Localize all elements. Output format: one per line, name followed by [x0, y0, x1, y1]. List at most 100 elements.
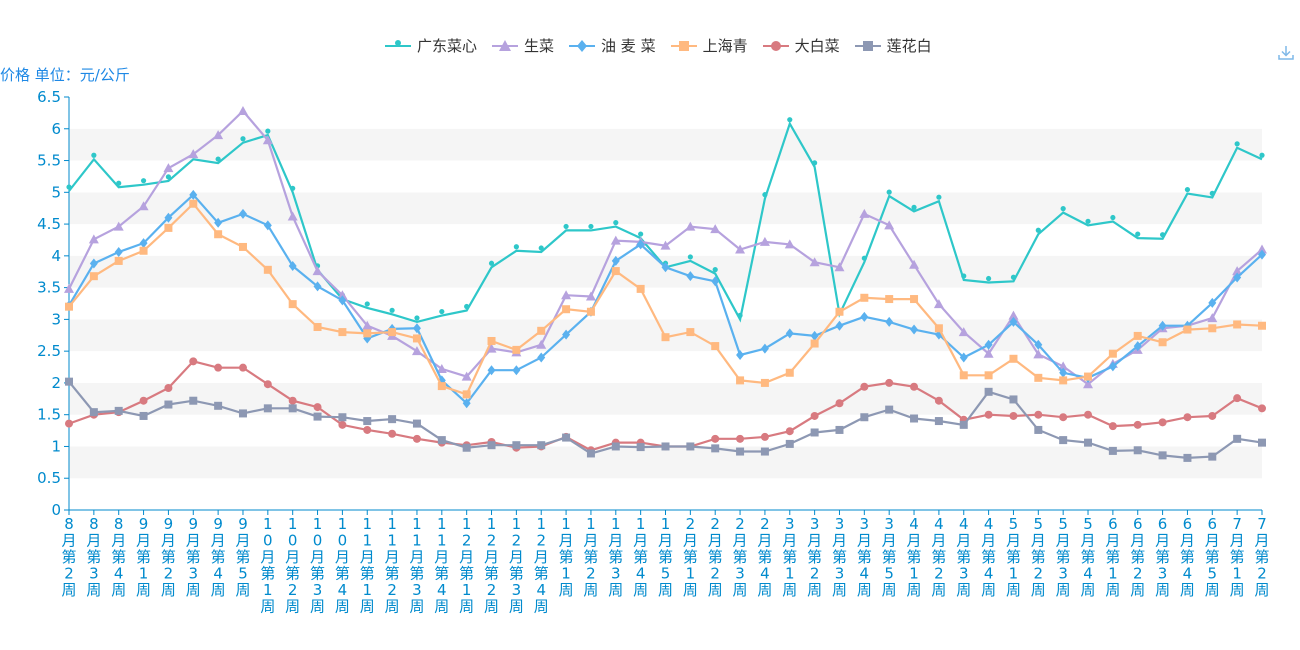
data-point	[538, 245, 544, 251]
data-point	[910, 324, 919, 335]
data-point	[313, 412, 322, 421]
data-point	[164, 384, 173, 393]
data-point	[487, 336, 496, 345]
legend-item[interactable]: 油 麦 菜	[569, 35, 656, 56]
data-point	[860, 382, 869, 391]
data-point	[464, 303, 470, 310]
legend-item[interactable]: 上海青	[670, 35, 748, 56]
x-tick-label: 8 月第 3 周	[86, 515, 101, 599]
data-point	[338, 328, 347, 337]
data-point	[363, 425, 372, 434]
data-point	[287, 211, 298, 221]
x-tick-label: 1 0 月第 4 周	[335, 515, 350, 616]
x-tick-label: 9 月第 3 周	[186, 515, 201, 599]
data-point	[885, 405, 894, 414]
data-point	[812, 160, 818, 166]
data-point	[1059, 376, 1068, 385]
download-icon[interactable]	[1277, 44, 1295, 66]
grid-band	[69, 382, 1262, 415]
data-point	[1059, 367, 1068, 378]
data-point	[860, 293, 869, 302]
data-point	[711, 342, 720, 351]
data-point	[1258, 438, 1266, 447]
y-tick-label: 4	[51, 247, 61, 265]
legend-swatch	[854, 40, 881, 51]
data-point	[711, 434, 720, 443]
data-point	[189, 199, 198, 208]
chart-legend: 广东菜心 生菜 油 麦 菜 上海青 大白菜 莲花白	[385, 35, 947, 56]
data-point	[1059, 436, 1068, 445]
data-point	[439, 308, 445, 315]
legend-item[interactable]: 生菜	[492, 35, 554, 56]
data-point	[1208, 452, 1217, 461]
data-point	[139, 238, 148, 249]
data-point	[338, 295, 347, 306]
legend-item[interactable]: 莲花白	[854, 35, 932, 56]
x-tick-label: 2 月第 2 周	[708, 515, 723, 599]
data-point	[984, 410, 993, 419]
data-point	[114, 406, 123, 415]
data-point	[984, 387, 993, 396]
y-axis-label: 价格 单位：元/公斤	[0, 66, 130, 84]
data-point	[164, 212, 173, 223]
x-tick-label: 7 月第 1 周	[1230, 515, 1245, 599]
data-point	[288, 396, 297, 405]
x-tick-label: 5 月第 4 周	[1081, 515, 1096, 599]
data-point	[214, 217, 223, 228]
x-tick-label: 7 月第 2 周	[1254, 515, 1269, 599]
data-point	[388, 429, 397, 438]
data-point	[88, 234, 99, 244]
data-point	[735, 244, 746, 254]
x-tick-label: 1 2 月第 3 周	[509, 515, 524, 616]
legend-item[interactable]: 大白菜	[762, 35, 840, 56]
data-point	[910, 295, 919, 304]
data-point	[486, 343, 497, 353]
x-tick-label: 1 0 月第 1 周	[260, 515, 275, 616]
data-point	[710, 224, 721, 234]
x-tick-label: 1 0 月第 3 周	[310, 515, 325, 616]
data-point	[364, 301, 370, 307]
data-point	[165, 174, 172, 180]
data-point	[362, 320, 373, 330]
x-tick-label: 3 月第 3 周	[832, 515, 847, 599]
data-point	[1233, 434, 1242, 443]
x-tick-label: 1 2 月第 2 周	[484, 515, 499, 616]
data-point	[910, 382, 919, 391]
x-tick-label: 1 1 月第 3 周	[409, 515, 424, 616]
data-point	[164, 223, 173, 232]
data-point	[536, 339, 547, 349]
data-point	[290, 185, 296, 191]
data-point	[1135, 231, 1141, 237]
data-point	[1008, 310, 1019, 320]
data-point	[138, 201, 149, 211]
data-point	[1035, 227, 1041, 233]
data-point	[736, 447, 745, 456]
data-point	[388, 328, 397, 337]
data-point	[1034, 373, 1043, 382]
data-point	[610, 235, 621, 245]
x-tick-label: 3 月第 1 周	[782, 515, 797, 599]
data-point	[513, 244, 519, 250]
data-point	[1034, 425, 1043, 434]
data-point	[785, 439, 794, 448]
data-point	[711, 276, 720, 287]
data-point	[140, 178, 147, 184]
data-point	[363, 417, 372, 426]
data-point	[89, 258, 98, 269]
grid-band	[69, 192, 1262, 225]
data-point	[215, 156, 221, 162]
data-point	[214, 230, 223, 239]
data-point	[885, 295, 894, 304]
data-point	[585, 291, 596, 301]
data-point	[263, 220, 272, 231]
x-tick-label: 5 月第 3 周	[1056, 515, 1071, 599]
data-point	[884, 220, 895, 230]
data-point	[1208, 411, 1217, 420]
data-point	[737, 312, 743, 318]
grid-band	[69, 160, 1262, 193]
data-point	[885, 378, 894, 387]
data-point	[1108, 446, 1117, 455]
legend-item[interactable]: 广东菜心	[385, 35, 477, 56]
data-point	[586, 449, 595, 458]
data-point	[983, 348, 994, 358]
